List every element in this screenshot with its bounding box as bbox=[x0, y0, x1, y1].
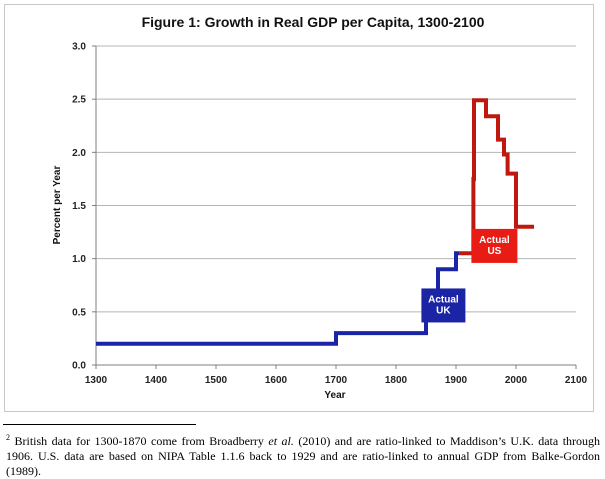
callout-label: Actual bbox=[428, 294, 459, 305]
callout-box bbox=[421, 288, 466, 323]
x-tick-label: 1700 bbox=[325, 375, 348, 386]
plot-axes bbox=[92, 45, 577, 369]
x-axis-title: Year bbox=[324, 390, 345, 401]
x-tick-label: 2100 bbox=[565, 375, 588, 386]
footnote-rule bbox=[3, 424, 196, 425]
x-tick-label: 2000 bbox=[505, 375, 528, 386]
x-tick-label: 1300 bbox=[85, 375, 108, 386]
x-tick-label: 1400 bbox=[145, 375, 168, 386]
chart-title: Figure 1: Growth in Real GDP per Capita,… bbox=[142, 14, 485, 30]
y-tick-label: 0.5 bbox=[72, 307, 86, 318]
footnote-italic: et al. bbox=[268, 434, 294, 448]
series-layer bbox=[96, 98, 534, 346]
x-tick-label: 1500 bbox=[205, 375, 228, 386]
series-line-us bbox=[459, 98, 534, 256]
series-line-uk bbox=[96, 251, 460, 346]
y-tick-label: 1.0 bbox=[72, 254, 86, 265]
y-tick-label: 3.0 bbox=[72, 42, 86, 53]
y-axis-title: Percent per Year bbox=[52, 166, 63, 245]
y-tick-label: 1.5 bbox=[72, 201, 86, 212]
callout-label: US bbox=[487, 246, 501, 257]
y-tick-label: 2.0 bbox=[72, 148, 86, 159]
x-tick-label: 1600 bbox=[265, 375, 288, 386]
callout-box bbox=[471, 228, 518, 263]
footnote: 2 British data for 1300-1870 come from B… bbox=[6, 430, 600, 479]
callout-label: UK bbox=[436, 305, 451, 316]
footnote-text-start: British data for 1300-1870 come from Bro… bbox=[14, 434, 269, 448]
footnote-marker: 2 bbox=[6, 433, 10, 442]
y-tick-label: 2.5 bbox=[72, 95, 86, 106]
x-axis-ticks: 1300 1400 1500 1600 1700 1800 1900 2000 2100 bbox=[85, 375, 588, 386]
callout-label: Actual bbox=[479, 235, 510, 246]
y-tick-label: 0.0 bbox=[72, 361, 86, 372]
x-tick-label: 1800 bbox=[385, 375, 408, 386]
x-tick-label: 1900 bbox=[445, 375, 468, 386]
y-axis-ticks: 0.0 0.5 1.0 1.5 2.0 2.5 3.0 bbox=[72, 42, 86, 372]
footnote-text-end: (2010) and are ratio-linked to Maddison’… bbox=[6, 434, 601, 478]
gridlines bbox=[96, 45, 576, 313]
